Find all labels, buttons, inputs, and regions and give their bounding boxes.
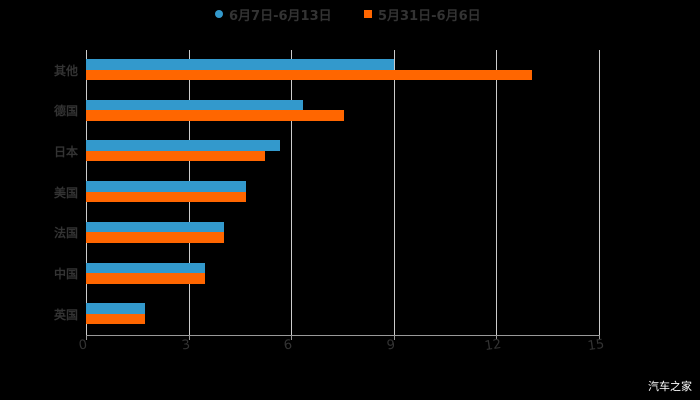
bar-series-1[interactable] [86, 140, 280, 151]
legend-item-series-1[interactable]: 6月7日-6月13日 [215, 4, 332, 24]
y-category-label: 法国 [53, 226, 78, 241]
legend-label: 6月7日-6月13日 [229, 8, 332, 24]
circle-marker-icon [215, 10, 223, 18]
gridline [393, 50, 395, 335]
bar-series-2[interactable] [86, 313, 145, 325]
bar-series-2[interactable] [86, 191, 247, 203]
x-tick-label: 9 [385, 337, 396, 354]
legend-item-series-2[interactable]: 5月31日-6月6日 [364, 4, 481, 24]
bar-series-1[interactable] [86, 99, 304, 111]
bar-series-2[interactable] [86, 150, 265, 162]
x-tick [496, 335, 498, 340]
gridline [496, 50, 498, 335]
chart-legend: 6月7日-6月13日 5月31日-6月6日 [0, 4, 700, 24]
x-axis-line [86, 335, 600, 336]
x-tick [393, 335, 395, 340]
x-tick-label: 15 [586, 336, 606, 355]
y-category-label: 日本 [53, 144, 78, 159]
legend-label: 5月31日-6月6日 [378, 8, 481, 24]
plot-area [86, 50, 600, 340]
bar-series-1[interactable] [86, 59, 394, 70]
bar-series-2[interactable] [86, 232, 224, 243]
y-category-label: 其他 [53, 63, 78, 78]
x-tick-label: 6 [283, 337, 294, 354]
bar-series-1[interactable] [86, 181, 247, 192]
x-tick-label: 0 [77, 337, 89, 354]
y-category-label: 英国 [53, 307, 78, 322]
square-marker-icon [364, 10, 372, 18]
x-tick [188, 335, 190, 340]
y-category-label: 美国 [53, 185, 78, 200]
bar-series-1[interactable] [86, 262, 206, 274]
y-category-label: 中国 [53, 267, 78, 282]
bar-series-1[interactable] [86, 303, 145, 314]
bar-series-2[interactable] [86, 69, 533, 80]
bar-series-2[interactable] [86, 273, 206, 284]
bar-series-1[interactable] [86, 221, 224, 233]
x-tick-label: 3 [180, 337, 191, 354]
x-tick [599, 335, 600, 340]
x-tick-label: 12 [484, 336, 503, 355]
x-tick [291, 335, 293, 340]
gridline [291, 50, 293, 335]
x-tick [86, 335, 87, 340]
gridline [599, 50, 600, 335]
watermark: 汽车之家 [648, 380, 692, 393]
bar-series-2[interactable] [86, 110, 344, 121]
y-category-label: 德国 [53, 104, 78, 119]
